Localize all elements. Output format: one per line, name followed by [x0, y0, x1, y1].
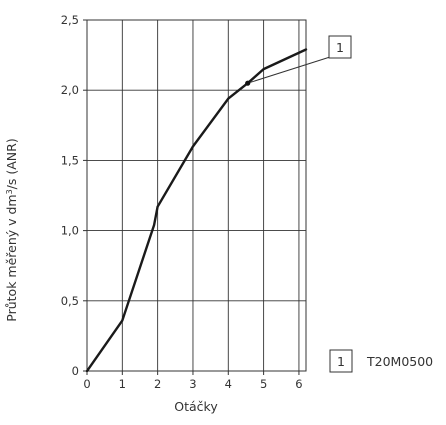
plot-frame — [86, 19, 307, 372]
y-axis-label: Průtok měřený v dm3/s (ANR) — [4, 138, 19, 321]
y-tick-label-0: 0 — [72, 364, 79, 378]
annotation-label: 1 — [336, 40, 344, 55]
series-line-0 — [85, 48, 308, 373]
legend: 1 T20M0500 — [329, 349, 433, 373]
y-tick-label-1,5: 1,5 — [61, 153, 79, 167]
plot-border — [86, 19, 307, 372]
y-tick-label-0,5: 0,5 — [61, 294, 79, 308]
x-tick-label-6: 6 — [295, 377, 302, 391]
y-tick-label-2,0: 2,0 — [61, 83, 79, 97]
annotation-leader-line — [247, 56, 331, 84]
grid — [87, 19, 306, 371]
legend-key-label: 1 — [337, 354, 345, 369]
series-layer — [85, 48, 308, 373]
x-tick-label-0: 0 — [83, 377, 90, 391]
legend-key-box — [329, 349, 353, 373]
x-tick-label-4: 4 — [225, 377, 232, 391]
x-axis-label: Otáčky — [174, 399, 218, 414]
y-tick-label-2,5: 2,5 — [61, 13, 79, 27]
y-tick-label-1,0: 1,0 — [61, 224, 79, 238]
x-tick-label-3: 3 — [189, 377, 196, 391]
annotation-callout: 1 — [245, 35, 352, 86]
x-axis-ticks: 0 1 2 3 4 5 6 — [83, 371, 303, 391]
x-tick-label-2: 2 — [154, 377, 161, 391]
y-axis-label-main: Průtok měřený v dm — [4, 194, 19, 321]
y-axis-label-unit: /s (ANR) — [4, 138, 19, 189]
x-tick-label-1: 1 — [119, 377, 126, 391]
y-axis-ticks: 0 0,5 1,0 1,5 2,0 2,5 — [61, 13, 87, 378]
annotation-point — [245, 80, 251, 86]
annotation-box — [328, 35, 352, 59]
y-axis-label-superscript: 3 — [5, 189, 14, 194]
x-tick-label-5: 5 — [260, 377, 267, 391]
legend-entry-text: T20M0500 — [366, 354, 433, 369]
